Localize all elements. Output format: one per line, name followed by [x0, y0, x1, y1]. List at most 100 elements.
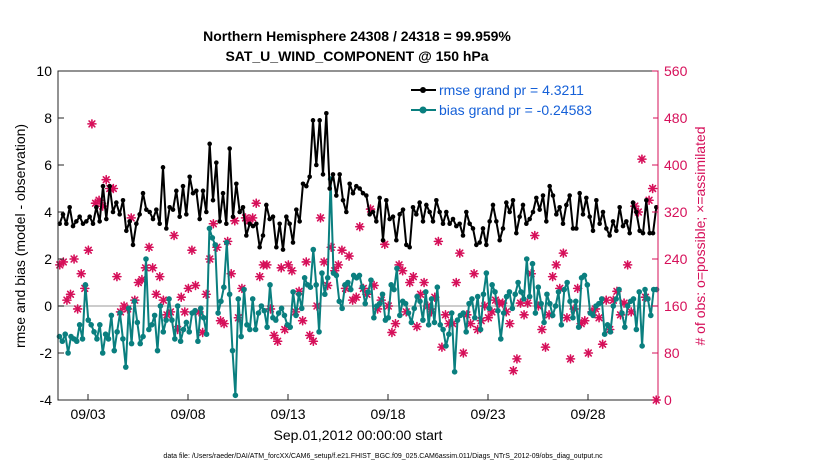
x-tick-label: 09/18 [370, 406, 405, 422]
bias-point [154, 347, 161, 354]
y-left-tick-label: 8 [44, 110, 52, 126]
bias-point [105, 336, 112, 342]
rmse-point [257, 244, 262, 250]
bias-point [212, 242, 219, 248]
obs-count-point [154, 271, 165, 282]
rmse-point [407, 244, 412, 250]
bias-point [552, 303, 559, 309]
bias-point [474, 293, 481, 300]
bias-point [310, 246, 317, 253]
bias-point [512, 291, 519, 298]
bias-point [489, 282, 495, 288]
bias-point [477, 326, 484, 333]
bias-point [203, 331, 210, 338]
bias-series-points [56, 176, 660, 399]
bias-point [376, 300, 383, 307]
rmse-point [217, 219, 222, 224]
rmse-point [184, 212, 189, 217]
bias-point [440, 326, 446, 333]
obs-count-point [337, 245, 347, 255]
bias-point [131, 298, 138, 305]
bias-point [422, 289, 429, 295]
obs-count-point [190, 280, 201, 291]
rmse-point [254, 221, 259, 227]
rmse-point [290, 240, 296, 245]
obs-count-point [512, 354, 522, 364]
bias-point [503, 293, 510, 300]
rmse-point [437, 209, 442, 215]
bias-point [645, 296, 651, 302]
obs-count-point [537, 324, 547, 335]
rmse-point [140, 190, 146, 196]
chart-subtitle: SAT_U_WIND_COMPONENT @ 150 hPa [225, 48, 488, 64]
obs-count-point [387, 327, 397, 338]
bias-point [143, 256, 149, 262]
rmse-point [247, 221, 252, 227]
bias-point [235, 296, 242, 302]
rmse-point [344, 209, 349, 215]
rmse-point [77, 214, 82, 219]
bias-point [333, 272, 340, 279]
rmse-point [400, 207, 406, 212]
rmse-point [490, 202, 496, 208]
obs-count-point [565, 354, 576, 364]
y-right-tick-label: 160 [664, 298, 688, 314]
rmse-point [104, 216, 109, 222]
rmse-point [230, 214, 236, 219]
y-right-tick-label: 560 [664, 63, 688, 79]
rmse-point [387, 216, 392, 222]
rmse-point [554, 212, 559, 217]
data-file-footnote: data file: /Users/raeder/DAI/ATM_forcXX/… [163, 453, 603, 460]
obs-count-point [287, 265, 297, 276]
obs-count-point [626, 307, 637, 317]
rmse-point [317, 118, 322, 123]
bias-point [647, 312, 654, 319]
obs-count-point [112, 271, 122, 282]
obs-count-markers [54, 119, 662, 405]
bias-point [469, 296, 475, 302]
bias-point [94, 336, 100, 342]
y-left-tick-label: 6 [44, 157, 52, 173]
rmse-point [444, 209, 449, 215]
obs-count-point [408, 271, 419, 282]
rmse-point [127, 219, 132, 224]
bias-point [238, 333, 244, 340]
rmse-point [484, 242, 489, 248]
y-axis-right-label: # of obs: o=possible; ×=assimilated [692, 126, 708, 345]
rmse-point [97, 219, 102, 224]
rmse-point [454, 223, 459, 229]
rmse-point [154, 207, 159, 212]
legend: rmse grand pr = 4.3211 bias grand pr = -… [407, 76, 653, 124]
obs-count-point [558, 248, 569, 258]
bias-point [186, 329, 193, 335]
rmse-point [544, 219, 549, 224]
rmse-point [130, 242, 136, 248]
bias-point [535, 284, 542, 291]
rmse-point [207, 141, 212, 147]
obs-count-point [622, 260, 633, 270]
bias-point [59, 338, 66, 345]
bias-point [639, 343, 645, 349]
obs-count-point [647, 183, 658, 194]
obs-count-point [315, 213, 326, 223]
rmse-point [227, 146, 232, 151]
bias-point [347, 286, 354, 293]
y-left-tick-label: 0 [44, 298, 52, 314]
obs-count-point [390, 318, 401, 329]
rmse-point [144, 207, 149, 212]
bias-point [443, 343, 449, 349]
bias-point [82, 282, 89, 288]
bias-point [460, 310, 467, 316]
rmse-point [234, 181, 239, 187]
obs-count-point [251, 198, 262, 208]
bias-point [336, 298, 343, 305]
obs-count-point [58, 257, 69, 267]
rmse-point [157, 221, 162, 227]
bias-point [290, 289, 296, 295]
rmse-point [330, 172, 336, 177]
bias-point [226, 291, 233, 298]
bias-point [437, 322, 444, 328]
rmse-point [390, 214, 396, 219]
bias-point [529, 260, 536, 267]
